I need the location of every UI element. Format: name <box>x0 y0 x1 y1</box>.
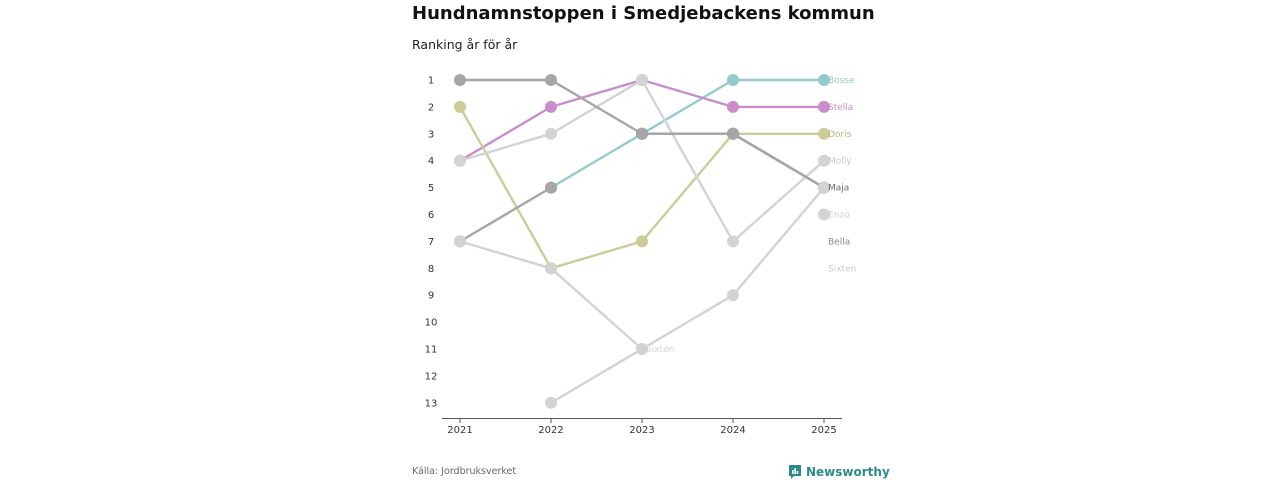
point-stella <box>545 100 557 113</box>
y-tick-label: 1 <box>428 76 434 87</box>
x-tick-label: 2023 <box>629 425 654 436</box>
point-sixten <box>545 396 557 409</box>
point-doris <box>454 100 466 113</box>
point-molly <box>454 154 466 167</box>
y-tick-label: 5 <box>428 183 434 194</box>
y-tick-label: 2 <box>428 102 434 113</box>
x-tick-label: 2022 <box>538 425 563 436</box>
point-sixten <box>545 262 557 275</box>
point-stella <box>727 100 739 113</box>
point-bella <box>727 127 739 140</box>
newsworthy-icon <box>789 465 801 479</box>
point-bella <box>545 74 557 86</box>
point-bella <box>636 127 648 140</box>
point-bella <box>545 181 557 194</box>
end-label-molly: Molly <box>828 157 852 167</box>
point-bosse <box>727 74 739 86</box>
point-molly <box>727 235 739 248</box>
point-sixten <box>818 181 830 194</box>
series-line-stella <box>458 78 826 162</box>
brand-logo[interactable]: Newsworthy <box>788 464 890 480</box>
end-label-maja: Maja <box>828 184 849 194</box>
point-bella <box>454 74 466 86</box>
series-line-molly <box>458 78 826 243</box>
chart-title: Hundnamnstoppen i Smedjebackens kommun <box>412 3 875 24</box>
y-tick-label: 9 <box>428 291 434 302</box>
series-line-maja <box>640 132 826 189</box>
y-tick-label: 4 <box>428 156 434 167</box>
y-tick-label: 13 <box>425 398 438 409</box>
series-line-sixten <box>549 347 644 404</box>
chart-subtitle: Ranking år för år <box>412 37 518 52</box>
x-tick-label: 2024 <box>720 425 745 436</box>
point-sixten <box>727 289 739 302</box>
y-tick-label: 3 <box>428 129 434 140</box>
point-enzo <box>818 208 830 221</box>
series-points <box>454 74 830 409</box>
inline-label-sixten: Sixten <box>646 345 674 355</box>
point-doris <box>818 127 830 140</box>
x-tick-label: 2025 <box>811 425 836 436</box>
end-label-stella: Stella <box>828 103 853 113</box>
end-label-bosse: Bosse <box>828 76 855 86</box>
point-doris <box>636 235 648 248</box>
source-note: Källa: Jordbruksverket <box>412 466 517 477</box>
y-tick-label: 11 <box>425 345 438 356</box>
y-tick-label: 12 <box>425 371 438 382</box>
end-label-enzo: Enzo <box>828 211 850 221</box>
series-line-sixten <box>458 186 826 351</box>
series-line-bosse <box>549 78 826 189</box>
y-tick-label: 10 <box>425 318 438 329</box>
y-tick-label: 7 <box>428 237 434 248</box>
point-molly <box>818 154 830 167</box>
point-molly <box>545 127 557 140</box>
point-stella <box>818 100 830 113</box>
end-label-doris: Doris <box>828 130 852 140</box>
end-label-sixten: Sixten <box>828 264 856 274</box>
brand-name: Newsworthy <box>806 465 890 479</box>
series-labels: Bosse Stella Doris Molly Maja Enzo Bella Sixten… <box>646 76 856 355</box>
x-axis: 2021 2022 2023 2024 2025 <box>442 418 842 436</box>
point-sixten <box>454 235 466 248</box>
y-tick-label: 6 <box>428 210 434 221</box>
end-label-bella: Bella <box>828 237 850 247</box>
point-molly <box>636 74 648 86</box>
y-tick-label: 8 <box>428 264 434 275</box>
series-line-bella <box>458 186 553 243</box>
point-bosse <box>818 74 830 86</box>
x-tick-label: 2021 <box>447 425 472 436</box>
point-sixten <box>636 343 648 355</box>
